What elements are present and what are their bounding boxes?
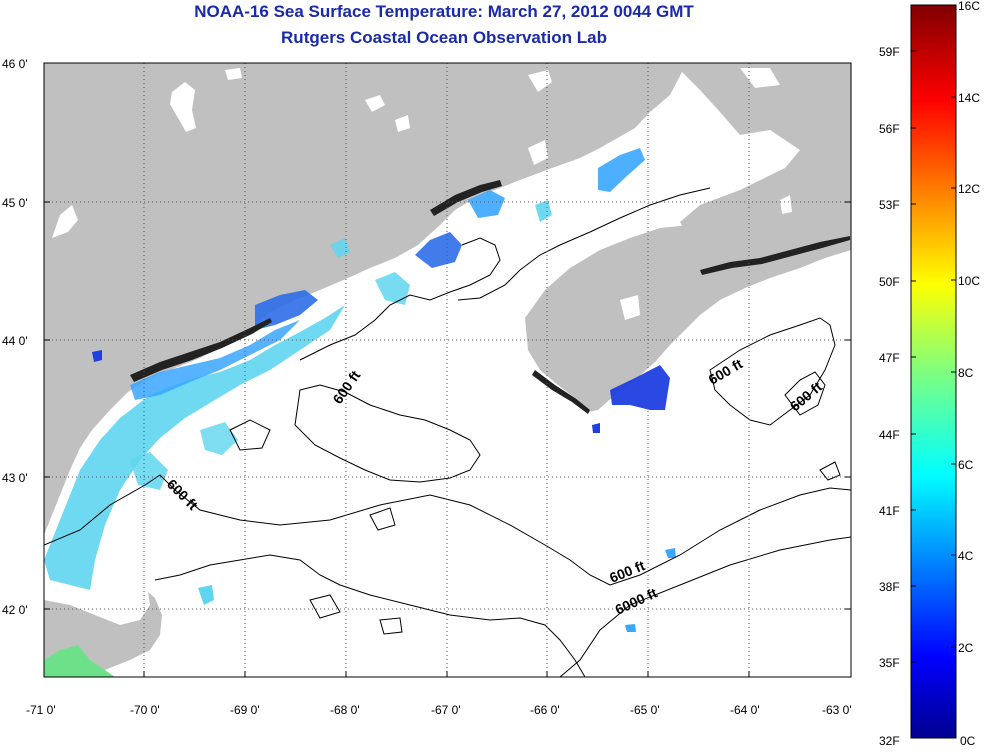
- sst-data: [44, 148, 676, 677]
- lat-tick-label: 44 0': [2, 334, 28, 348]
- lat-tick-label: 42 0': [2, 603, 28, 617]
- land-mainland: [44, 63, 851, 535]
- title-line-2: Rutgers Coastal Ocean Observation Lab: [281, 28, 607, 47]
- colorbar-fahrenheit-label: 41F: [879, 504, 900, 518]
- lon-tick-label: -63 0': [822, 703, 852, 717]
- lat-tick-label: 45 0': [2, 196, 28, 210]
- colorbar-fahrenheit-label: 38F: [879, 580, 900, 594]
- coastline-speckle: [130, 180, 850, 414]
- lon-tick-label: -68 0': [330, 703, 360, 717]
- colorbar-celsius-label: 6C: [958, 458, 974, 472]
- colorbar-celsius-label: 0C: [960, 734, 976, 748]
- lat-tick-label: 43 0': [2, 471, 28, 485]
- lon-tick-label: -64 0': [730, 703, 760, 717]
- lon-tick-label: -71 0': [26, 703, 56, 717]
- title-line-1: NOAA-16 Sea Surface Temperature: March 2…: [194, 2, 694, 21]
- lat-tick-label: 46 0': [2, 57, 28, 71]
- lon-tick-label: -70 0': [130, 703, 160, 717]
- graticule: [44, 63, 851, 677]
- colorbar-fahrenheit-label: 47F: [879, 351, 900, 365]
- axis-ticks: [43, 62, 852, 677]
- lon-tick-label: -67 0': [431, 703, 461, 717]
- colorbar-celsius-label: 12C: [958, 182, 980, 196]
- colorbar-celsius-label: 4C: [958, 549, 974, 563]
- colorbar-fahrenheit-label: 53F: [879, 198, 900, 212]
- lon-tick-label: -66 0': [530, 703, 560, 717]
- colorbar-fahrenheit-label: 35F: [879, 656, 900, 670]
- colorbar: [910, 4, 957, 739]
- land-nova-scotia: [525, 225, 851, 412]
- colorbar-celsius-label: 10C: [958, 274, 980, 288]
- colorbar-fahrenheit-label: 44F: [879, 428, 900, 442]
- lon-tick-label: -69 0': [230, 703, 260, 717]
- colorbar-celsius-label: 8C: [958, 366, 974, 380]
- colorbar-fahrenheit-label: 59F: [879, 45, 900, 59]
- colorbar-celsius-label: 16C: [958, 0, 980, 13]
- inland-lakes: [52, 68, 792, 320]
- colorbar-fahrenheit-label: 32F: [879, 734, 900, 748]
- lon-tick-label: -65 0': [630, 703, 660, 717]
- colorbar-celsius-label: 2C: [958, 641, 974, 655]
- colorbar-celsius-label: 14C: [958, 91, 980, 105]
- colorbar-ticks: [911, 4, 956, 739]
- colorbar-fahrenheit-label: 56F: [879, 122, 900, 136]
- colorbar-fahrenheit-label: 50F: [879, 275, 900, 289]
